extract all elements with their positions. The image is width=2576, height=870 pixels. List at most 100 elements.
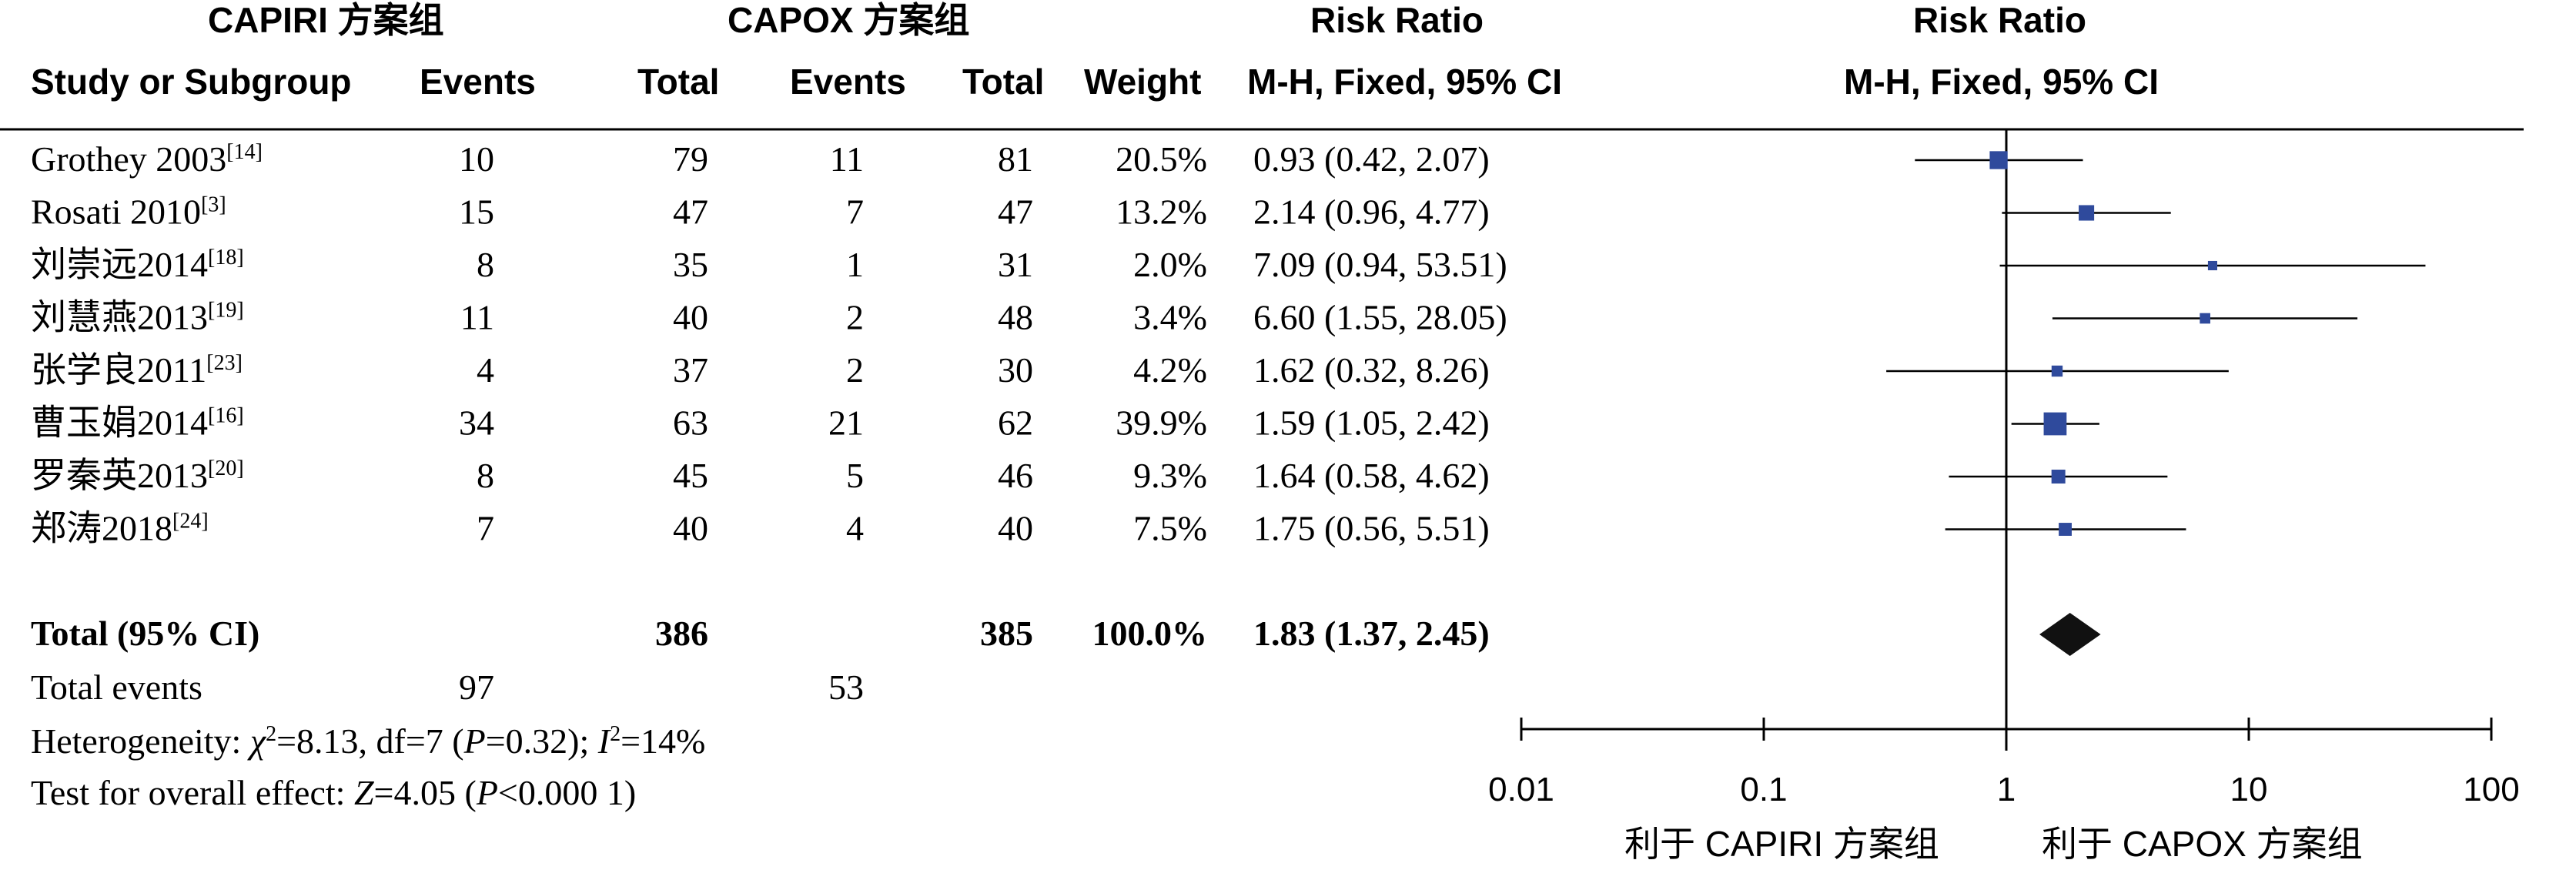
cell-ci: 0.93 (0.42, 2.07)	[1253, 139, 1490, 179]
study-name: 罗秦英2013[20]	[31, 456, 244, 495]
tick-label: 0.01	[1488, 771, 1554, 808]
tick-label: 1	[1997, 771, 2016, 808]
total-events-b: 53	[828, 668, 864, 707]
study-row: 刘崇远2014[18] 8 35 1 31 2.0% 7.09 (0.94, 53.51)	[31, 245, 2426, 284]
study-row: 张学良2011[23] 4 37 2 30 4.2% 1.62 (0.32, 8.26)	[31, 350, 2229, 390]
study-row: 刘慧燕2013[19] 11 40 2 48 3.4% 6.60 (1.55, 28.05)	[31, 298, 2358, 337]
study-row: Grothey 2003[14] 10 79 11 81 20.5% 0.93 (0.42,…	[31, 139, 2083, 179]
cell-weight: 13.2%	[1116, 192, 1207, 232]
study-row: 郑涛2018[24] 7 40 4 40 7.5% 1.75 (0.56, 5.51)	[31, 509, 2186, 548]
cell-events-b: 7	[846, 192, 864, 232]
study-name: Grothey 2003[14]	[31, 139, 263, 179]
effect-marker	[2043, 412, 2067, 436]
cell-events-b: 4	[846, 509, 864, 548]
header-total-b: Total	[962, 62, 1044, 102]
heterogeneity: Heterogeneity: χ2=8.13, df=7 (P=0.32); I…	[31, 721, 705, 761]
cell-total-a: 40	[673, 509, 708, 548]
cell-events-b: 21	[828, 403, 864, 443]
cell-total-b: 40	[998, 509, 1033, 548]
cell-total-b: 47	[998, 192, 1033, 232]
effect-marker	[2079, 205, 2095, 221]
header-events-b: Events	[790, 62, 906, 102]
cell-ci: 1.62 (0.32, 8.26)	[1253, 350, 1490, 390]
cell-total-b: 31	[998, 245, 1033, 284]
cell-weight: 7.5%	[1133, 509, 1207, 548]
study-name: 刘崇远2014[18]	[31, 245, 244, 284]
header-weight: Weight	[1084, 62, 1201, 102]
effect-marker	[2051, 470, 2066, 484]
study-rows: Grothey 2003[14] 10 79 11 81 20.5% 0.93 (0.42,…	[31, 139, 2426, 548]
effect-marker	[2059, 523, 2072, 536]
cell-total-b: 81	[998, 139, 1033, 179]
cell-weight: 39.9%	[1116, 403, 1207, 443]
total-ci: 1.83 (1.37, 2.45)	[1253, 614, 1490, 653]
cell-ci: 2.14 (0.96, 4.77)	[1253, 192, 1490, 232]
study-name: 曹玉娟2014[16]	[31, 403, 244, 443]
cell-events-b: 5	[846, 456, 864, 495]
cell-weight: 4.2%	[1133, 350, 1207, 390]
study-name: Rosati 2010[3]	[31, 192, 226, 232]
cell-events-a: 11	[460, 298, 494, 337]
cell-ci: 7.09 (0.94, 53.51)	[1253, 245, 1507, 284]
cell-events-b: 11	[830, 139, 864, 179]
study-row: 曹玉娟2014[16] 34 63 21 62 39.9% 1.59 (1.05, 2.42…	[31, 403, 2099, 443]
cell-ci: 1.75 (0.56, 5.51)	[1253, 509, 1490, 548]
effect-marker	[1989, 151, 2008, 169]
header-group-a: CAPIRI 方案组	[208, 0, 444, 40]
header-events-a: Events	[420, 62, 536, 102]
total-label: Total (95% CI)	[31, 614, 259, 653]
cell-ci: 1.59 (1.05, 2.42)	[1253, 403, 1490, 443]
tick-label: 10	[2230, 771, 2268, 808]
cell-total-a: 40	[673, 298, 708, 337]
header-group-b: CAPOX 方案组	[728, 0, 969, 40]
cell-weight: 20.5%	[1116, 139, 1207, 179]
cell-events-b: 2	[846, 350, 864, 390]
cell-events-a: 8	[477, 456, 494, 495]
cell-total-a: 63	[673, 403, 708, 443]
total-total-b: 385	[980, 614, 1033, 653]
study-name: 郑涛2018[24]	[31, 509, 209, 548]
cell-total-a: 37	[673, 350, 708, 390]
cell-total-a: 45	[673, 456, 708, 495]
study-row: Rosati 2010[3] 15 47 7 47 13.2% 2.14 (0.96, 4.…	[31, 192, 2171, 232]
cell-total-b: 30	[998, 350, 1033, 390]
total-weight: 100.0%	[1092, 614, 1208, 653]
total-events-a: 97	[459, 668, 494, 707]
cell-total-b: 48	[998, 298, 1033, 337]
cell-total-b: 62	[998, 403, 1033, 443]
cell-events-a: 15	[459, 192, 494, 232]
header-study: Study or Subgroup	[31, 62, 352, 102]
cell-total-a: 79	[673, 139, 708, 179]
cell-events-a: 7	[477, 509, 494, 548]
header-risk-ratio-plot: Risk Ratio	[1913, 0, 2086, 40]
pooled-diamond	[2039, 613, 2101, 656]
cell-total-a: 35	[673, 245, 708, 284]
cell-events-a: 10	[459, 139, 494, 179]
header-total-a: Total	[637, 62, 719, 102]
tick-label: 0.1	[1740, 771, 1787, 808]
cell-weight: 9.3%	[1133, 456, 1207, 495]
favors-right-label: 利于 CAPOX 方案组	[2042, 824, 2363, 864]
cell-events-a: 8	[477, 245, 494, 284]
study-name: 张学良2011[23]	[31, 350, 243, 390]
cell-weight: 2.0%	[1133, 245, 1207, 284]
study-row: 罗秦英2013[20] 8 45 5 46 9.3% 1.64 (0.58, 4.62)	[31, 456, 2168, 495]
overall-effect: Test for overall effect: Z=4.05 (P<0.000…	[31, 773, 636, 812]
effect-marker	[2207, 260, 2217, 271]
cell-events-a: 34	[459, 403, 494, 443]
total-events-label: Total events	[31, 668, 202, 707]
tick-label: 100	[2463, 771, 2519, 808]
cell-total-b: 46	[998, 456, 1033, 495]
study-name: 刘慧燕2013[19]	[31, 298, 244, 337]
header-method-table: M-H, Fixed, 95% CI	[1247, 62, 1562, 102]
effect-marker	[2200, 313, 2210, 324]
cell-events-b: 2	[846, 298, 864, 337]
header-risk-ratio-table: Risk Ratio	[1310, 0, 1484, 40]
x-axis: 0.01 0.1 1 10 100	[1488, 718, 2520, 808]
header-method-plot: M-H, Fixed, 95% CI	[1844, 62, 2159, 102]
total-total-a: 386	[655, 614, 708, 653]
cell-events-a: 4	[477, 350, 494, 390]
cell-ci: 6.60 (1.55, 28.05)	[1253, 298, 1507, 337]
favors-left-label: 利于 CAPIRI 方案组	[1624, 824, 1939, 864]
